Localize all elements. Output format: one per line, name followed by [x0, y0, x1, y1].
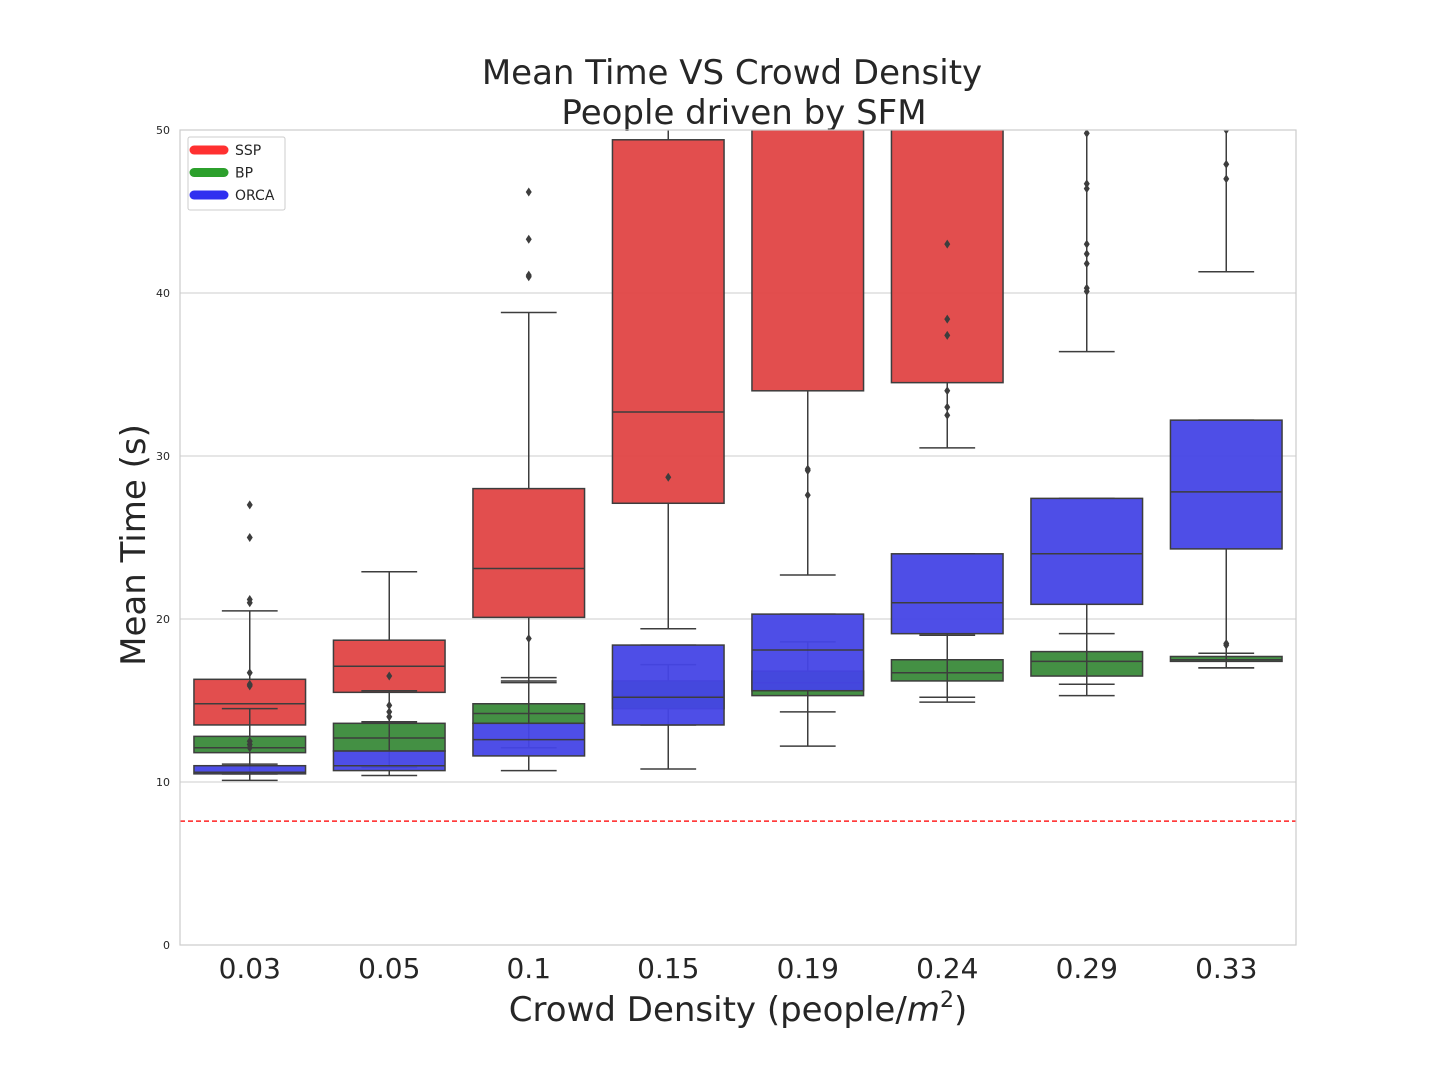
flier-point [525, 234, 532, 244]
y-tick-label: 40 [156, 287, 170, 300]
flier-point [804, 466, 811, 476]
box-iqr [611, 644, 725, 726]
box-iqr [890, 130, 1004, 384]
box-orca [1169, 419, 1283, 669]
flier-point [246, 668, 253, 678]
flier-point [1083, 130, 1090, 138]
flier-point [246, 743, 253, 753]
box-iqr [751, 613, 865, 692]
flier-point [944, 402, 951, 412]
chart-subtitle: People driven by SFM [561, 93, 926, 133]
flier-point [944, 386, 951, 396]
x-axis-label-suffix: ) [954, 990, 967, 1030]
box-iqr [193, 764, 307, 775]
flier-point [944, 239, 951, 249]
x-tick-label: 0.05 [358, 952, 420, 985]
flier-point [944, 330, 951, 340]
box-bp [193, 707, 307, 775]
y-tick-label: 20 [156, 613, 170, 626]
x-tick-label: 0.1 [506, 952, 551, 985]
box-iqr [1030, 497, 1144, 606]
box-ssp [751, 130, 865, 576]
plot-area [180, 89, 1296, 822]
box-orca [611, 644, 725, 770]
y-tick-label: 10 [156, 776, 170, 789]
flier-point [804, 490, 811, 500]
box-iqr [751, 130, 865, 392]
x-axis-label-var: m [907, 990, 940, 1030]
x-tick-label: 0.24 [916, 952, 978, 985]
box-iqr [332, 750, 446, 772]
x-tick-label: 0.15 [637, 952, 699, 985]
y-axis-label: Mean Time (s) [114, 424, 154, 666]
flier-point [1083, 179, 1090, 189]
x-axis-label-prefix: Crowd Density (people/ [509, 990, 908, 1030]
x-tick-label: 0.19 [777, 952, 839, 985]
x-tick-label: 0.03 [219, 952, 281, 985]
flier-point [525, 272, 532, 282]
box-ssp [472, 187, 586, 684]
flier-point [1083, 184, 1090, 194]
y-tick-label: 0 [163, 939, 170, 952]
x-tick-label: 0.33 [1195, 952, 1257, 985]
box-ssp [332, 570, 446, 725]
y-tick-label: 30 [156, 450, 170, 463]
flier-point [246, 594, 253, 604]
box-orca [890, 553, 1004, 698]
box-orca [751, 613, 865, 747]
box-iqr [611, 139, 725, 505]
flier-point [1083, 259, 1090, 269]
flier-point [1083, 239, 1090, 249]
flier-point [665, 472, 672, 482]
x-axis-label: Crowd Density (people/m2) [509, 988, 967, 1030]
plot-frame [179, 129, 1297, 946]
flier-point [1223, 174, 1230, 184]
chart-title: Mean Time VS Crowd Density [482, 53, 982, 93]
legend-label-bp: BP [235, 166, 253, 182]
box-orca [472, 676, 586, 772]
flier-point [246, 679, 253, 689]
flier-point [944, 410, 951, 420]
box-ssp [1031, 89, 1143, 353]
box-ssp [1170, 89, 1282, 273]
x-axis-ticks: 0.03 0.05 0.1 0.15 0.19 0.24 0.29 0.33 [219, 952, 1258, 985]
x-tick-label: 0.29 [1056, 952, 1118, 985]
flier-point [1223, 130, 1230, 135]
x-axis-label-sup: 2 [940, 988, 954, 1013]
box-orca [1030, 497, 1144, 685]
flier-point [246, 533, 253, 542]
flier-point [386, 712, 393, 722]
box-ssp [890, 130, 1004, 449]
flier-point [386, 671, 393, 681]
box-iqr [1169, 419, 1283, 550]
box-bp [1030, 632, 1144, 697]
y-axis-ticks: 0 10 20 30 40 50 [156, 124, 170, 952]
box-iqr [472, 487, 586, 619]
flier-point [386, 700, 393, 710]
box-iqr [1031, 89, 1143, 122]
flier-point [944, 314, 951, 324]
flier-point [1083, 249, 1090, 259]
series-orca [193, 419, 1283, 782]
box-orca [332, 720, 446, 777]
legend-label-orca: ORCA [235, 188, 275, 204]
y-tick-label: 50 [156, 124, 170, 137]
flier-point [525, 187, 532, 197]
flier-point [525, 634, 532, 644]
flier-point [1083, 286, 1090, 296]
box-iqr [890, 553, 1004, 635]
box-ssp [611, 130, 725, 630]
legend-label-ssp: SSP [235, 143, 261, 159]
box-orca [193, 763, 307, 782]
box-iqr [1170, 89, 1282, 122]
legend: SSP BP ORCA [187, 136, 286, 211]
flier-point [386, 707, 393, 717]
flier-point [1223, 159, 1230, 169]
flier-point [246, 500, 253, 510]
